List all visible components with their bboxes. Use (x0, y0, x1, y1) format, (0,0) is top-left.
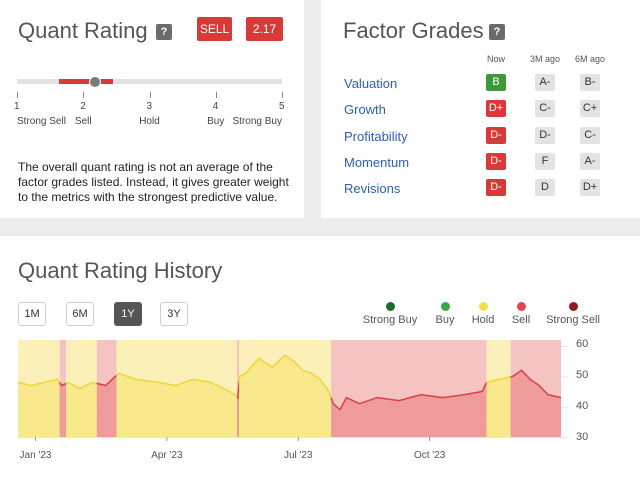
x-tick-label: Jul '23 (283, 450, 313, 461)
range-1m-button[interactable]: 1M (18, 302, 46, 326)
rating-scale-marker (88, 76, 101, 88)
legend-label: Strong Sell (546, 314, 600, 326)
grade-m3-revisions: D (535, 179, 555, 197)
x-tick-label: Apr '23 (151, 450, 183, 461)
scale-tick-number: 2 (80, 101, 86, 112)
legend-label: Buy (435, 314, 455, 326)
area-hold (239, 355, 332, 437)
grade-m3-growth: C- (535, 100, 555, 118)
area-sell (96, 375, 117, 437)
scale-tick-number: 5 (279, 101, 285, 112)
grade-now-profitability: D- (486, 126, 506, 144)
rating-badge: SELL (197, 17, 232, 41)
area-hold (18, 379, 60, 437)
line-sell (96, 374, 118, 387)
scale-tick-number: 4 (212, 101, 219, 112)
grade-now-momentum: D- (486, 152, 506, 170)
line-sell (58, 381, 67, 387)
help-icon[interactable]: ? (489, 24, 505, 40)
col-now: Now (486, 54, 505, 64)
legend-label: Strong Buy (362, 314, 418, 326)
scale-tick (215, 92, 217, 98)
area-hold (486, 376, 511, 437)
scale-tick-number: 1 (14, 101, 20, 112)
grade-m6-momentum: A- (580, 152, 600, 170)
legend-item-sell[interactable]: Sell (486, 302, 556, 326)
y-tick-label: 50 (576, 369, 589, 381)
quant-history-card: Quant Rating History 1M 6M 1Y 3Y Strong … (0, 236, 640, 485)
scale-tick-label: Strong Sell (17, 116, 66, 127)
area-hold (116, 373, 237, 437)
area-sell (59, 382, 67, 437)
factor-grades-title: Factor Grades (343, 18, 484, 43)
y-tick-label: 60 (576, 338, 589, 350)
line-hold (115, 372, 238, 398)
x-tick-label: Jan '23 (19, 450, 52, 461)
line-hold (238, 354, 332, 398)
score-badge: 2.17 (246, 17, 283, 41)
grade-now-valuation: B (486, 74, 506, 91)
factor-link-revisions[interactable]: Revisions (344, 181, 401, 197)
grade-m6-revisions: D+ (580, 179, 600, 197)
x-tick-label: Oct '23 (413, 450, 446, 461)
grade-m3-momentum: F (535, 152, 555, 170)
scale-tick-number: 3 (146, 101, 153, 112)
y-tick-label: 40 (576, 400, 589, 412)
quant-description: The overall quant rating is not an avera… (18, 160, 289, 204)
grade-now-revisions: D- (486, 179, 506, 197)
y-tick-label: 30 (576, 431, 589, 443)
grade-m6-profitability: C- (580, 126, 600, 144)
area-hold (66, 382, 97, 437)
quant-rating-title: Quant Rating (18, 18, 148, 43)
history-chart (17, 340, 569, 441)
grade-m6-growth: C+ (580, 100, 600, 118)
factor-link-valuation[interactable]: Valuation (344, 76, 398, 91)
scale-tick-label: Sell (74, 116, 92, 127)
rating-scale-track (17, 76, 282, 88)
legend-item-hold[interactable]: Hold (448, 302, 518, 326)
scale-tick (83, 92, 85, 98)
grade-m3-profitability: D- (535, 126, 555, 144)
legend-label: Hold (471, 314, 495, 326)
legend-dot (568, 302, 578, 311)
factor-grades-card: Factor Grades ? Now 3M ago 6M ago Valuat… (321, 0, 640, 218)
area-sell (510, 370, 561, 437)
scale-tick (149, 92, 151, 98)
line-sell (330, 382, 488, 411)
line-hold (17, 378, 61, 387)
line-hold (486, 376, 511, 384)
scale-tick-label: Strong Buy (232, 116, 282, 127)
legend-dot (478, 302, 488, 311)
scale-tick (282, 92, 283, 98)
area-sell (331, 382, 487, 437)
factor-link-growth[interactable]: Growth (344, 102, 386, 118)
range-3y-button[interactable]: 3Y (160, 302, 188, 326)
line-hold (65, 381, 97, 390)
grade-m6-valuation: B- (580, 74, 600, 91)
legend-label: Sell (511, 314, 531, 326)
col-3m-ago: 3M ago (529, 54, 561, 64)
factor-link-momentum[interactable]: Momentum (344, 154, 410, 170)
legend-item-strong-buy[interactable]: Strong Buy (355, 302, 425, 326)
scale-tick (17, 92, 18, 98)
history-title: Quant Rating History (18, 258, 223, 283)
col-6m-ago: 6M ago (574, 54, 606, 64)
help-icon[interactable]: ? (156, 24, 172, 40)
legend-dot (385, 302, 395, 311)
range-1y-button[interactable]: 1Y (114, 302, 142, 326)
legend-dot (440, 302, 450, 311)
legend-item-strong-sell[interactable]: Strong Sell (538, 302, 608, 326)
scale-tick-label: Buy (207, 116, 225, 127)
grade-m3-valuation: A- (535, 74, 555, 91)
range-6m-button[interactable]: 6M (66, 302, 94, 326)
line-sell (236, 381, 240, 400)
quant-rating-card: Quant Rating ? SELL 2.17 1 Strong Sell 2 Se… (0, 0, 304, 218)
scale-tick-label: Hold (139, 116, 160, 127)
line-sell (510, 369, 562, 399)
legend-dot (516, 302, 526, 311)
legend-item-buy[interactable]: Buy (410, 302, 480, 326)
grade-now-growth: D+ (486, 100, 506, 118)
factor-link-profitability[interactable]: Profitability (344, 128, 408, 144)
rating-scale-fill (58, 79, 113, 84)
